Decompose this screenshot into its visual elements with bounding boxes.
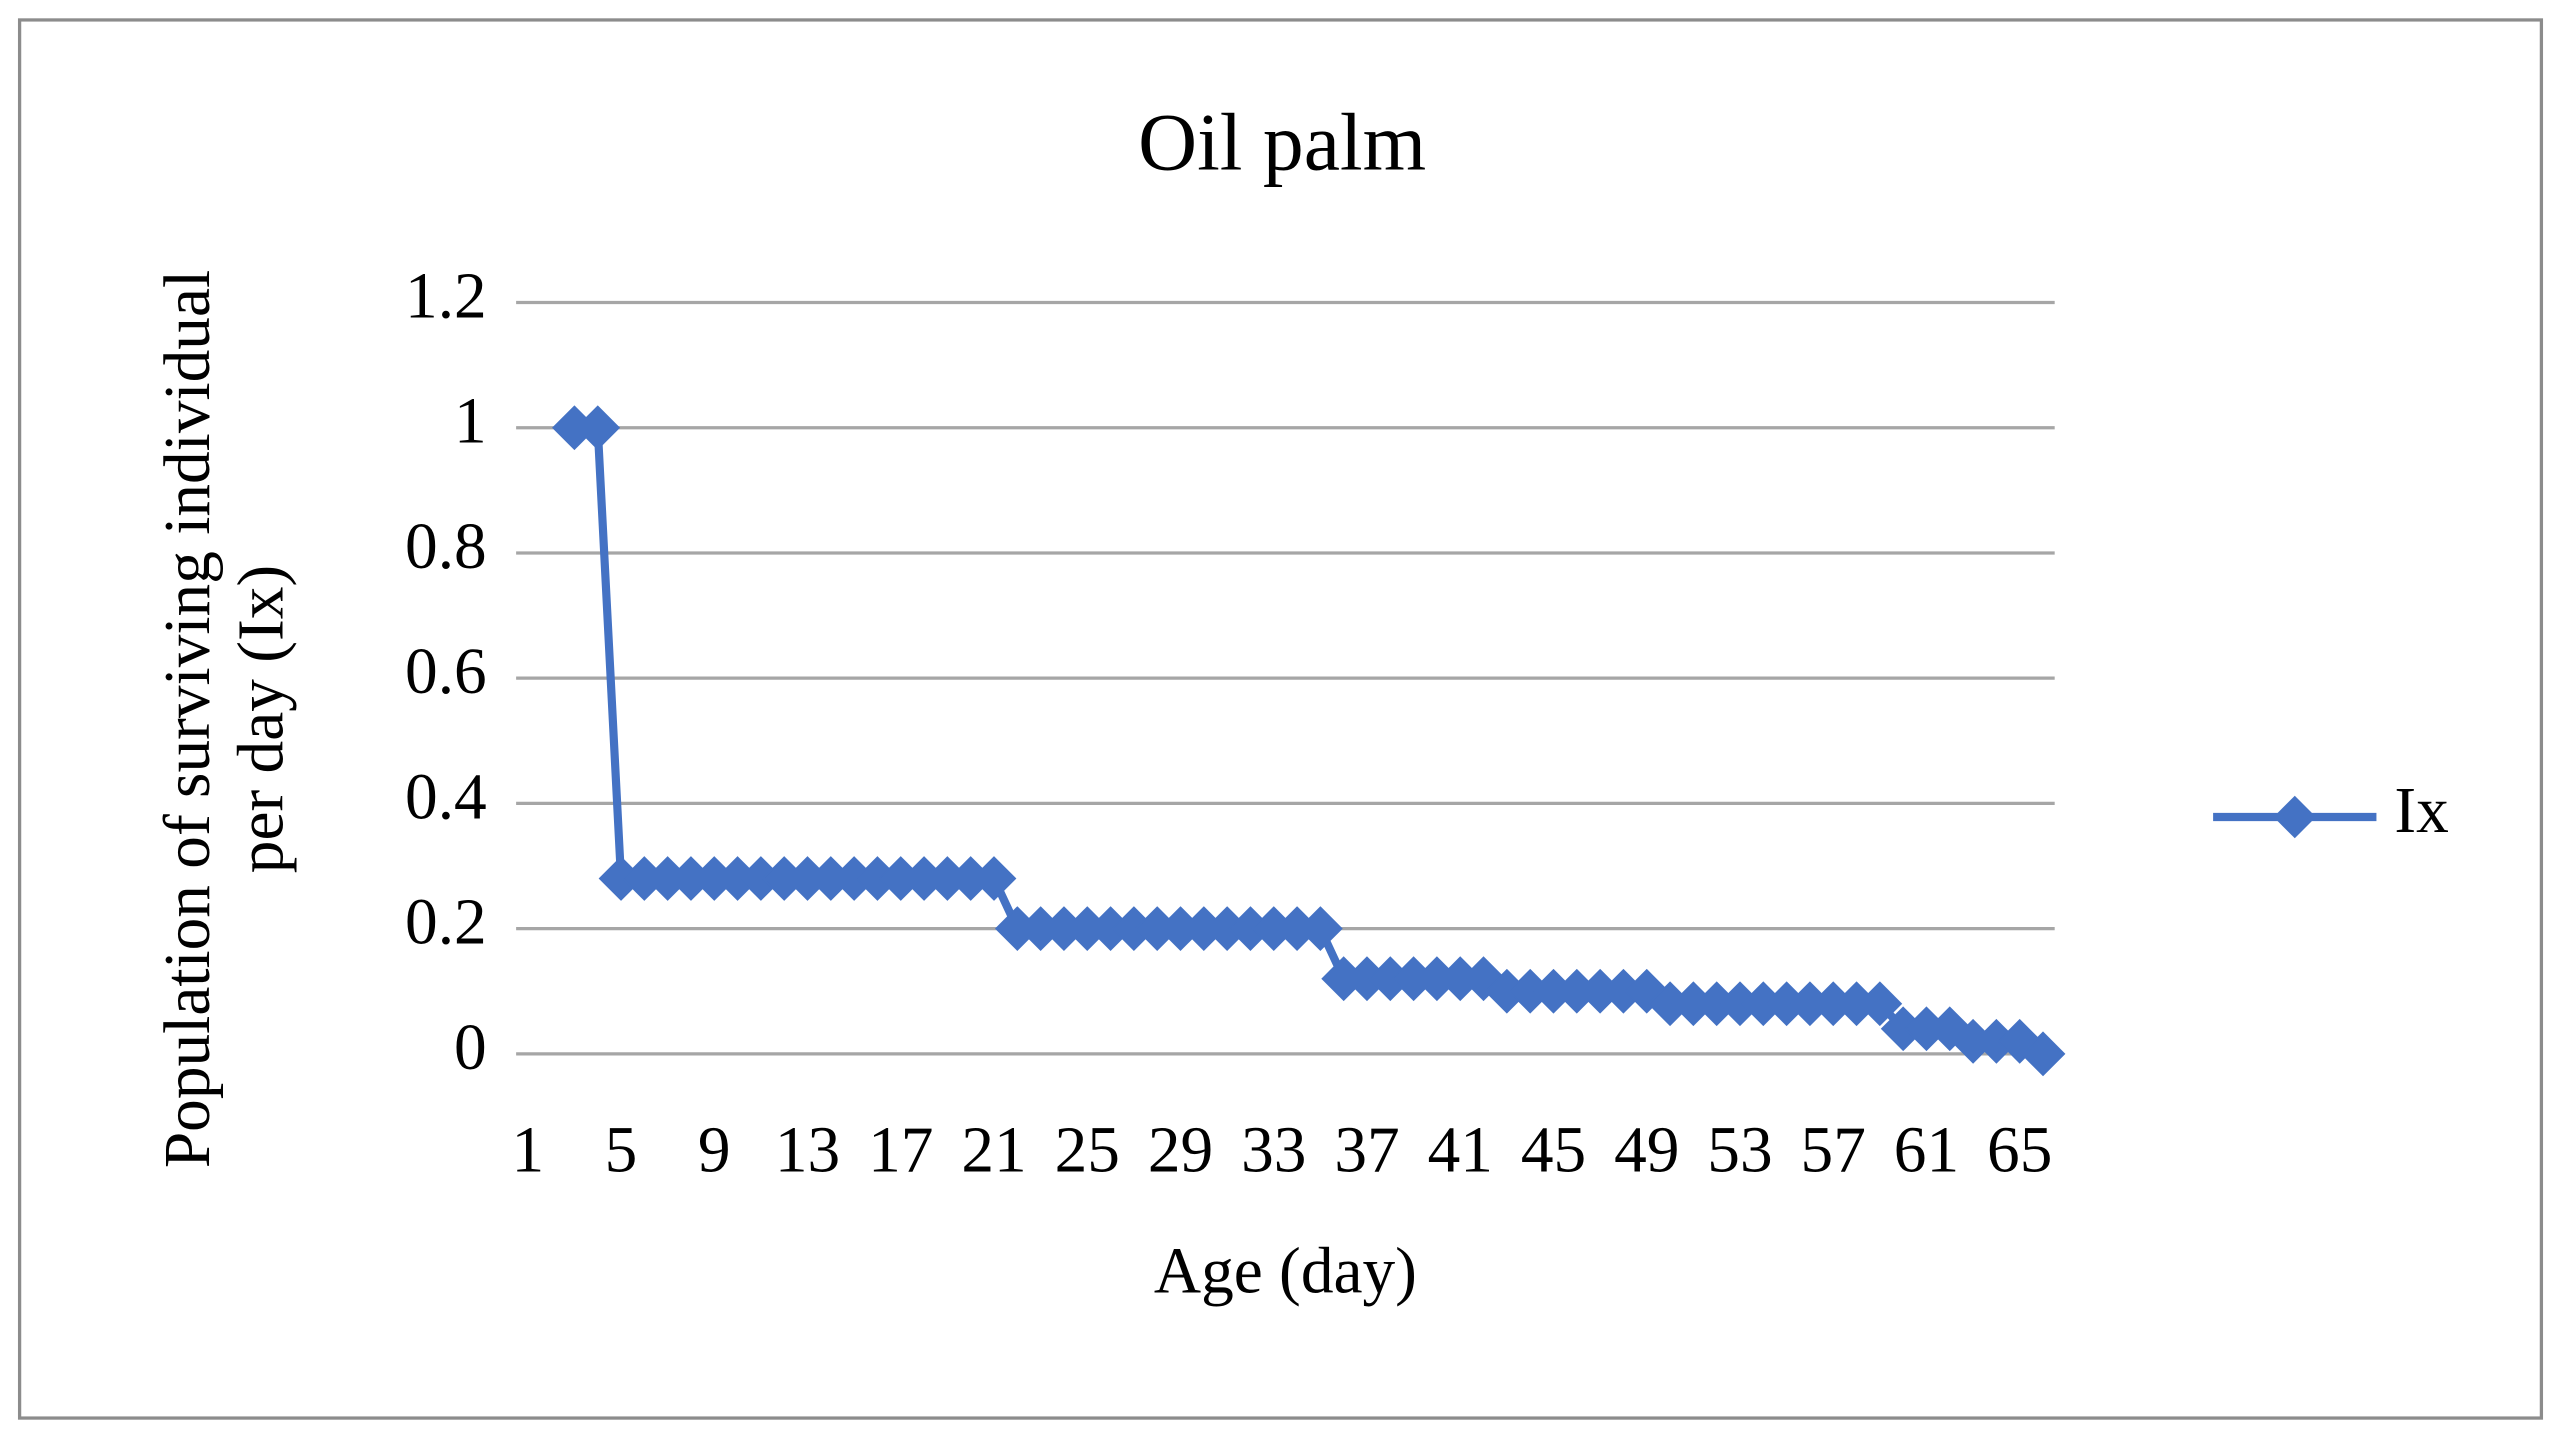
chart-title: Oil palm [1138, 96, 1426, 187]
x-tick-label: 65 [1987, 1115, 2052, 1187]
x-tick-label: 29 [1148, 1115, 1213, 1187]
y-axis-title: Population of surviving individual per d… [150, 269, 297, 1169]
y-tick-label: 0 [454, 1012, 487, 1084]
y-tick-label: 0.6 [405, 636, 487, 708]
data-point [2020, 1031, 2066, 1077]
x-tick-label: 25 [1055, 1115, 1120, 1187]
x-tick-label: 53 [1707, 1115, 1772, 1187]
x-tick-label: 9 [698, 1115, 731, 1187]
x-tick-label: 5 [605, 1115, 638, 1187]
x-tick-label: 1 [511, 1115, 544, 1187]
data-point [1297, 906, 1343, 951]
data-point [1857, 981, 1903, 1027]
data-point [1624, 968, 1670, 1014]
y-axis-title-box: Population of surviving individual per d… [150, 269, 297, 1169]
x-axis-title: Age (day) [1154, 1236, 1417, 1308]
x-tick-label: 45 [1521, 1115, 1586, 1187]
x-tick-label: 41 [1428, 1115, 1493, 1187]
x-tick-label: 17 [868, 1115, 933, 1187]
x-tick-label: 33 [1241, 1115, 1306, 1187]
x-tick-label: 61 [1894, 1115, 1959, 1187]
y-tick-label: 1 [454, 386, 487, 458]
data-point [971, 856, 1017, 901]
data-point [575, 405, 621, 451]
legend-marker [2273, 795, 2317, 839]
x-tick-label: 13 [775, 1115, 840, 1187]
x-tick-label: 49 [1614, 1115, 1679, 1187]
x-tick-label: 37 [1334, 1115, 1399, 1187]
y-tick-label: 0.4 [405, 761, 487, 833]
x-tick-label: 21 [961, 1115, 1026, 1187]
x-tick-label: 57 [1801, 1115, 1866, 1187]
y-tick-label: 0.8 [405, 511, 487, 583]
y-tick-label: 1.2 [405, 261, 487, 333]
legend-label: Ix [2394, 775, 2448, 847]
y-tick-label: 0.2 [405, 887, 487, 959]
chart-border [17, 18, 2544, 1420]
